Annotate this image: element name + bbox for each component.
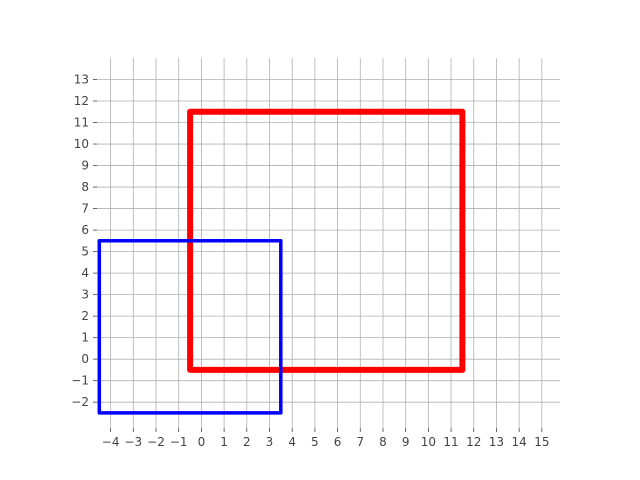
blue-square xyxy=(97,239,283,415)
y-tick-label: 12 xyxy=(74,94,89,108)
y-tick-label: −2 xyxy=(71,395,89,409)
y-tick-label: 11 xyxy=(74,116,89,130)
x-tick-label: 10 xyxy=(421,435,436,449)
x-tick-label: −3 xyxy=(124,435,142,449)
y-tick-label: −1 xyxy=(71,374,89,388)
x-tick-label: 8 xyxy=(379,435,387,449)
x-axis: −4 −3 −2 −1 0 1 2 3 4 5 6 7 8 9 10 11 12 13 14 15 xyxy=(102,428,549,449)
x-tick-label: 6 xyxy=(334,435,342,449)
y-tick-label: 1 xyxy=(81,331,89,345)
y-tick-label: 0 xyxy=(81,352,89,366)
x-tick-label: 14 xyxy=(512,435,527,449)
x-tick-label: −2 xyxy=(147,435,165,449)
x-tick-label: 0 xyxy=(198,435,206,449)
x-tick-label: 13 xyxy=(489,435,504,449)
x-tick-label: 3 xyxy=(266,435,274,449)
y-tick-label: 13 xyxy=(74,73,89,87)
y-tick-label: 4 xyxy=(81,266,89,280)
x-tick-label: 15 xyxy=(534,435,549,449)
x-tick-label: 1 xyxy=(220,435,228,449)
y-tick-label: 6 xyxy=(81,223,89,237)
x-tick-label: 7 xyxy=(356,435,364,449)
y-tick-label: 7 xyxy=(81,202,89,216)
y-tick-label: 2 xyxy=(81,309,89,323)
x-tick-label: 5 xyxy=(311,435,319,449)
x-tick-label: 4 xyxy=(288,435,296,449)
x-tick-label: −1 xyxy=(170,435,188,449)
grid xyxy=(97,58,560,428)
y-tick-label: 10 xyxy=(74,137,89,151)
series-layer xyxy=(97,108,466,415)
red-square xyxy=(187,108,466,373)
y-tick-label: 3 xyxy=(81,288,89,302)
x-tick-label: 11 xyxy=(443,435,458,449)
x-tick-label: 2 xyxy=(243,435,251,449)
x-tick-label: 9 xyxy=(402,435,410,449)
y-tick-label: 8 xyxy=(81,180,89,194)
x-tick-label: 12 xyxy=(466,435,481,449)
y-tick-label: 5 xyxy=(81,245,89,259)
y-tick-label: 9 xyxy=(81,159,89,173)
x-tick-label: −4 xyxy=(102,435,120,449)
